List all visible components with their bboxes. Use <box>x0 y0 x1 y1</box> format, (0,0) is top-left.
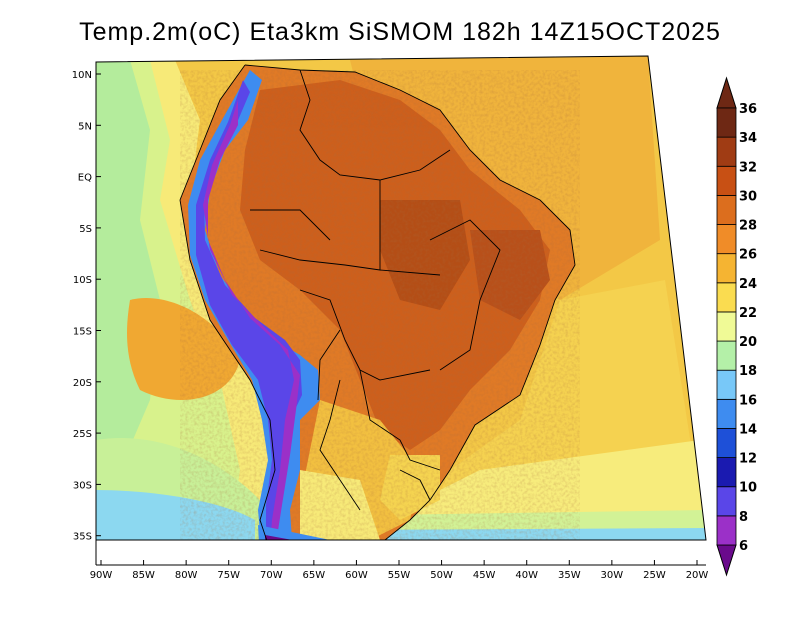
lon-tick-label: 25W <box>643 570 666 581</box>
colorbar-swatch <box>716 398 737 429</box>
colorbar-swatch <box>716 457 737 488</box>
colorbar-label: 6 <box>739 539 748 554</box>
lat-tick-label: EQ <box>78 173 92 184</box>
lon-tick-label: 55W <box>388 570 411 581</box>
colorbar-label: 12 <box>739 452 757 467</box>
colorbar-label: 8 <box>739 510 748 525</box>
map-field <box>96 56 706 540</box>
colorbar-label: 24 <box>739 277 757 292</box>
lat-tick-label: 5S <box>79 224 92 235</box>
colorbar-swatch <box>716 311 737 342</box>
patagonia-cold <box>258 525 380 540</box>
colorbar-swatch <box>716 340 737 371</box>
lon-tick-label: 70W <box>260 570 283 581</box>
colorbar-swatch <box>716 194 737 225</box>
colorbar-swatch <box>716 107 737 138</box>
lon-tick-label: 85W <box>132 570 155 581</box>
colorbar-label: 16 <box>739 393 757 408</box>
lat-tick-label: 25S <box>73 429 92 440</box>
colorbar-swatch <box>716 224 737 255</box>
colorbar-label: 10 <box>739 481 757 496</box>
lon-tick-label: 65W <box>303 570 326 581</box>
colorbar-label: 18 <box>739 364 757 379</box>
colorbar: 6 8 10 12 14 16 18 20 22 24 26 28 30 32 34 36 <box>716 76 757 577</box>
colorbar-label: 26 <box>739 248 757 263</box>
lat-tick-label: 35S <box>73 532 92 543</box>
lat-tick-label: 20S <box>73 378 92 389</box>
lon-tick-label: 90W <box>90 570 113 581</box>
colorbar-label: 28 <box>739 219 757 234</box>
borders <box>179 64 576 540</box>
lat-tick-label: 5N <box>78 121 92 132</box>
lat-axis: 10N 5N EQ 5S 10S 15S 20S 25S 30S 35S <box>72 70 101 543</box>
colorbar-swatch <box>716 428 737 459</box>
lon-tick-label: 30W <box>601 570 624 581</box>
lon-axis: 90W 85W 80W 75W 70W 65W 60W 55W 50W 45W 40W 35W 30W 2… <box>90 560 709 581</box>
lat-tick-label: 10S <box>73 275 92 286</box>
colorbar-swatch <box>716 253 737 284</box>
lat-tick-label: 10N <box>72 70 92 81</box>
lon-tick-label: 75W <box>217 570 240 581</box>
colorbar-swatch <box>716 515 737 546</box>
colorbar-label: 32 <box>739 160 757 175</box>
colorbar-swatch <box>716 486 737 517</box>
colorbar-swatch <box>716 282 737 313</box>
colorbar-label: 14 <box>739 422 757 437</box>
colorbar-label: 34 <box>739 131 757 146</box>
colorbar-label: 36 <box>739 102 757 117</box>
lon-tick-label: 20W <box>686 570 709 581</box>
lon-tick-label: 40W <box>515 570 538 581</box>
colorbar-bottom-arrow <box>716 544 737 577</box>
lon-tick-label: 35W <box>558 570 581 581</box>
chart-title: Temp.2m(oC) Eta3km SiSMOM 182h 14Z15OCT2… <box>79 18 721 46</box>
colorbar-swatch <box>716 369 737 400</box>
lon-tick-label: 60W <box>345 570 368 581</box>
colorbar-label: 30 <box>739 189 757 204</box>
colorbar-swatch <box>716 136 737 167</box>
colorbar-top-arrow <box>716 76 737 109</box>
colorbar-label: 22 <box>739 306 757 321</box>
lat-tick-label: 15S <box>73 327 92 338</box>
lat-tick-label: 30S <box>73 480 92 491</box>
lon-tick-label: 80W <box>175 570 198 581</box>
lon-tick-label: 50W <box>430 570 453 581</box>
lon-tick-label: 45W <box>473 570 496 581</box>
colorbar-label: 20 <box>739 335 757 350</box>
texture-overlay <box>180 70 580 540</box>
colorbar-swatch <box>716 165 737 196</box>
